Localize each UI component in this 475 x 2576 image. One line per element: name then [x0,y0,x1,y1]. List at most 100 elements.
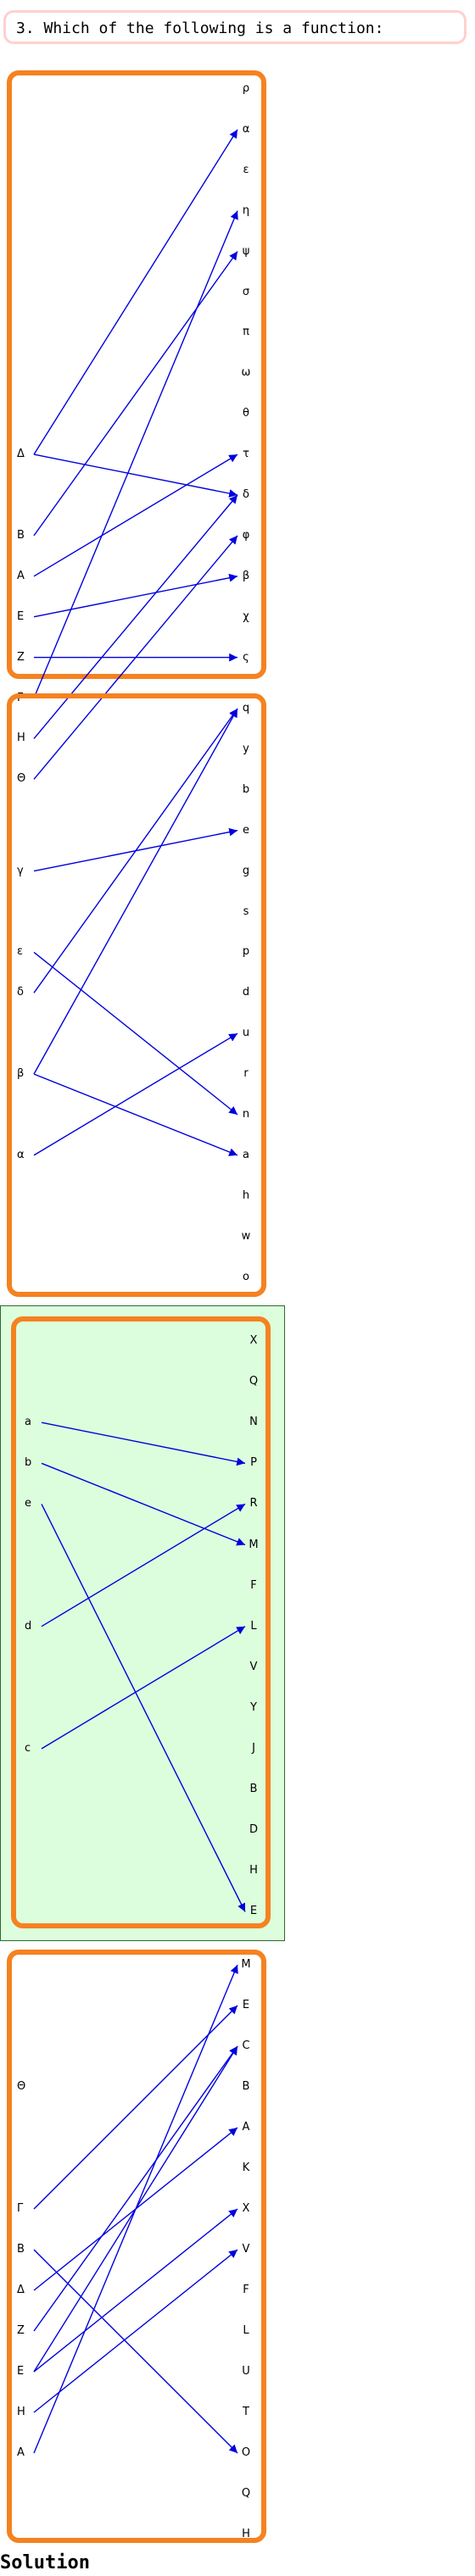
mapping-arrow [33,453,238,577]
codomain-element: B [249,1783,258,1796]
mapping-arrow [33,210,238,698]
domain-element: c [25,1742,31,1755]
codomain-element: ψ [242,244,250,258]
domain-element: E [17,2365,25,2378]
codomain-element: Q [249,1375,259,1388]
codomain-element: τ [243,448,249,461]
mapping-arrow [41,1422,246,1466]
codomain-element: b [242,782,250,796]
mapping-arrow [33,1073,238,1156]
domain-element: A [17,569,25,582]
codomain-element: A [242,2121,250,2134]
codomain-element: θ [243,407,249,420]
domain-element: α [17,1148,25,1161]
codomain-element: F [250,1578,257,1592]
mapping-arrow [41,1462,246,1546]
codomain-element: E [249,1905,258,1918]
codomain-element: M [249,1538,259,1551]
domain-element: Δ [17,2284,25,2296]
codomain-element: N [249,1416,258,1429]
codomain-element: d [242,986,250,999]
mapping-arrow [41,1503,246,1627]
codomain-element: P [250,1456,257,1470]
codomain-element: p [242,945,250,959]
codomain-element: n [242,1108,250,1121]
option-3[interactable]: a b e d c X Q N P R M F L V Y J B D H E [0,1305,285,1941]
domain-element: H [17,2406,25,2418]
codomain-element: Q [241,2487,251,2500]
codomain-element: q [242,702,250,715]
domain-element: Z [17,2324,25,2337]
codomain-element: u [242,1027,250,1040]
domain-element: B [17,528,25,542]
codomain-element: U [242,2365,250,2378]
domain-element: Δ [17,448,25,461]
codomain-element: V [242,2243,250,2256]
mapping-arrow [33,2045,238,2332]
domain-element: γ [17,864,24,877]
codomain-element: D [249,1823,259,1837]
codomain-element: B [242,2080,250,2093]
codomain-element: F [243,2284,249,2296]
codomain-element: V [249,1660,258,1673]
domain-element: B [17,2243,25,2256]
codomain-element: K [242,2162,250,2174]
codomain-element: σ [242,285,250,298]
codomain-element: M [241,1958,251,1971]
domain-element: b [25,1456,32,1470]
mapping-arrow [33,2249,238,2413]
option-4[interactable]: Θ Γ B Δ Z E H A M E C B A K X V F L U T O Q H [0,1943,275,2551]
codomain-element: T [243,2406,249,2418]
codomain-element: E [242,1999,250,2011]
codomain-element: H [242,2528,250,2540]
domain-element: Z [17,650,25,664]
mapping-arrow [33,708,238,993]
mapping-arrow [33,129,238,455]
codomain-element: α [242,122,250,136]
solution-label: Solution [0,2552,90,2573]
domain-element: e [25,1497,31,1511]
codomain-element: J [252,1742,255,1755]
mapping-frame [7,70,266,679]
domain-element: A [17,2446,25,2459]
mapping-arrow [33,535,238,780]
codomain-element: O [241,2446,251,2459]
codomain-element: δ [243,488,249,501]
mapping-arrow [33,2208,238,2373]
codomain-element: g [242,864,250,877]
domain-element: ε [17,945,24,959]
codomain-element: w [241,1229,251,1243]
domain-element: H [17,732,25,745]
mapping-arrow [41,1626,246,1750]
codomain-element: φ [242,528,250,542]
codomain-element: e [243,823,249,837]
mapping-arrow [41,1504,246,1912]
domain-element: Θ [17,2080,26,2093]
mapping-frame [7,1950,266,2543]
mapping-arrow [33,573,238,618]
domain-element: β [17,1067,25,1081]
codomain-element: H [249,1864,258,1878]
mapping-arrow [33,453,238,498]
codomain-element: y [243,742,249,755]
codomain-element: ω [241,366,251,380]
codomain-element: X [249,1334,258,1347]
codomain-element: X [242,2202,250,2215]
codomain-element: η [242,203,250,217]
codomain-element: χ [243,609,249,623]
domain-element: δ [17,986,24,999]
mapping-frame [7,693,266,1297]
codomain-element: ς [243,650,249,664]
domain-element: Θ [17,772,26,786]
mapping-arrows [33,708,238,1156]
mapping-arrow [33,2005,238,2210]
codomain-element: s [243,904,249,918]
mapping-arrows [41,1422,246,1912]
codomain-element: π [243,325,249,339]
codomain-element: L [243,2324,249,2337]
option-2[interactable]: γ ε δ β α q y b e g s p d u r n a h w o [0,687,275,1304]
domain-element: d [25,1619,32,1633]
mapping-arrow [33,708,238,1075]
domain-element: Γ [17,2202,24,2215]
